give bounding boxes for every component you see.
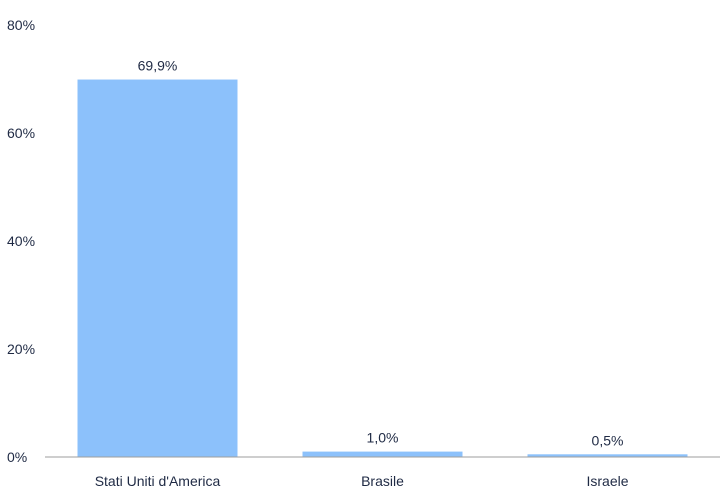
y-tick-label: 80% — [7, 17, 35, 33]
bars — [77, 79, 688, 457]
bar-1 — [77, 79, 238, 457]
y-tick-label: 20% — [7, 341, 35, 357]
x-category-label: Israele — [586, 473, 628, 489]
x-category-label: Brasile — [361, 473, 404, 489]
x-axis: Stati Uniti d'America Brasile Israele — [45, 456, 720, 489]
y-tick-label: 40% — [7, 233, 35, 249]
bar-value-label: 69,9% — [138, 58, 178, 74]
y-tick-label: 0% — [7, 449, 27, 465]
y-tick-label: 60% — [7, 125, 35, 141]
bar-3 — [527, 454, 688, 457]
bar-value-label: 1,0% — [367, 430, 399, 446]
x-category-label: Stati Uniti d'America — [95, 473, 221, 489]
bar-value-label: 0,5% — [592, 432, 624, 448]
value-labels: 69,9% 1,0% 0,5% — [138, 58, 624, 449]
bar-2 — [302, 451, 463, 457]
y-axis: 0% 20% 40% 60% 80% — [7, 17, 35, 465]
